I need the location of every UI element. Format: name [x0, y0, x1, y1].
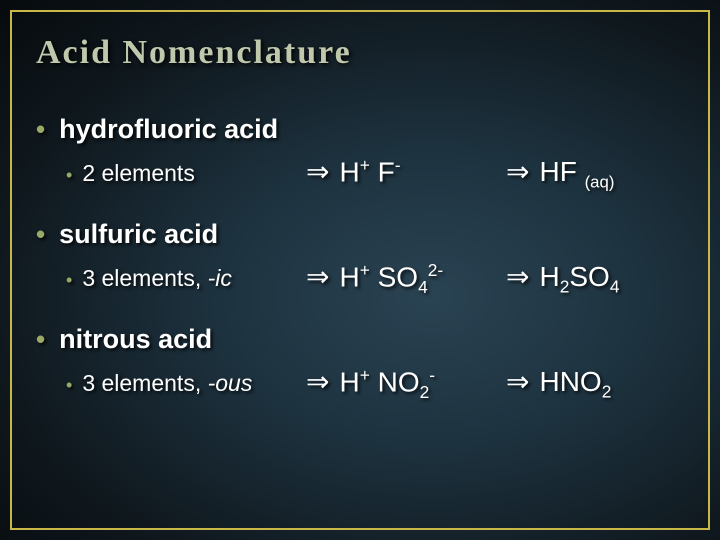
acid-formula: ⇒ HNO2 — [506, 365, 611, 403]
ions: H+ F- — [339, 155, 400, 188]
detail-text: 3 elements, — [82, 265, 207, 291]
ions: H+ NO2- — [339, 365, 435, 403]
acid-name: nitrous acid — [59, 324, 212, 355]
ion-formula: ⇒ H+ SO42- — [306, 260, 506, 298]
bullet-icon: • — [36, 221, 45, 247]
bullet-icon: • — [66, 375, 72, 396]
formula: HNO2 — [539, 366, 611, 403]
slide-title: Acid Nomenclature — [36, 34, 684, 72]
detail-text: 2 elements — [82, 160, 195, 186]
detail-suffix: -ic — [208, 265, 232, 291]
acid-formula: ⇒ HF (aq) — [506, 155, 614, 193]
formula: HF (aq) — [539, 156, 614, 193]
ion-formula: ⇒ H+ F- — [306, 155, 506, 188]
arrow-icon: ⇒ — [506, 365, 529, 398]
formula: H2SO4 — [539, 261, 619, 298]
acid-heading: • nitrous acid — [36, 324, 684, 355]
bullet-icon: • — [66, 165, 72, 186]
arrow-icon: ⇒ — [306, 365, 329, 398]
acid-name: sulfuric acid — [59, 219, 218, 250]
arrow-icon: ⇒ — [506, 260, 529, 293]
bullet-icon: • — [66, 270, 72, 291]
ion-formula: ⇒ H+ NO2- — [306, 365, 506, 403]
acid-detail: • 3 elements, -ic — [66, 265, 306, 292]
arrow-icon: ⇒ — [306, 260, 329, 293]
acid-detail: • 3 elements, -ous — [66, 370, 306, 397]
detail-suffix: -ous — [208, 370, 253, 396]
arrow-icon: ⇒ — [306, 155, 329, 188]
acid-heading: • sulfuric acid — [36, 219, 684, 250]
content-list: • hydrofluoric acid • 2 elements ⇒ H+ F-… — [36, 114, 684, 403]
acid-detail-row: • 2 elements ⇒ H+ F- ⇒ HF (aq) — [66, 155, 684, 193]
ions: H+ SO42- — [339, 260, 443, 298]
acid-detail: • 2 elements — [66, 160, 306, 187]
slide: Acid Nomenclature • hydrofluoric acid • … — [0, 0, 720, 540]
bullet-icon: • — [36, 116, 45, 142]
acid-detail-row: • 3 elements, -ic ⇒ H+ SO42- ⇒ H2SO4 — [66, 260, 684, 298]
detail-text: 3 elements, — [82, 370, 207, 396]
acid-formula: ⇒ H2SO4 — [506, 260, 619, 298]
acid-name: hydrofluoric acid — [59, 114, 278, 145]
acid-heading: • hydrofluoric acid — [36, 114, 684, 145]
arrow-icon: ⇒ — [506, 155, 529, 188]
bullet-icon: • — [36, 326, 45, 352]
acid-detail-row: • 3 elements, -ous ⇒ H+ NO2- ⇒ HNO2 — [66, 365, 684, 403]
